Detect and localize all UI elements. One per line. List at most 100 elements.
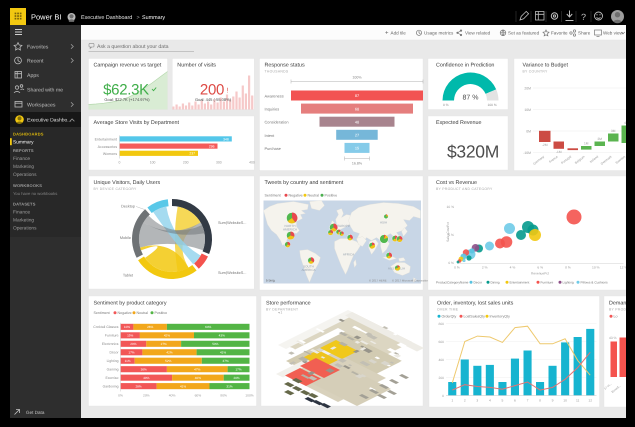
- svg-text:Tweets by country and sentimen: Tweets by country and sentiment: [265, 180, 344, 186]
- svg-text:20M: 20M: [524, 87, 531, 91]
- svg-text:AFRICA: AFRICA: [343, 253, 355, 257]
- svg-text:Usage metrics: Usage metrics: [424, 31, 454, 36]
- svg-text:$320M: $320M: [447, 142, 499, 162]
- svg-text:17%: 17%: [128, 351, 134, 355]
- svg-text:28%: 28%: [135, 384, 141, 388]
- svg-text:20%: 20%: [233, 376, 239, 380]
- svg-text:Expected Revenue: Expected Revenue: [436, 120, 482, 126]
- svg-text:Finance: Finance: [13, 210, 30, 216]
- svg-text:100 %: 100 %: [488, 103, 497, 107]
- svg-text:Share: Share: [578, 31, 591, 36]
- svg-text:NORTH: NORTH: [285, 224, 296, 228]
- svg-text:Mobile: Mobile: [120, 236, 131, 240]
- svg-text:0%: 0%: [118, 394, 123, 398]
- svg-text:7: 7: [527, 399, 529, 403]
- svg-text:296: 296: [209, 145, 215, 149]
- svg-text:Sentiment: Sentiment: [94, 311, 110, 315]
- svg-text:Tablet: Tablet: [123, 274, 134, 278]
- svg-text:15%: 15%: [127, 334, 133, 338]
- svg-text:600: 600: [438, 340, 444, 344]
- svg-text:41%: 41%: [220, 351, 226, 355]
- svg-text:11%: 11%: [125, 359, 131, 363]
- svg-text:Set as featured: Set as featured: [508, 31, 540, 36]
- svg-text:27%: 27%: [161, 342, 167, 346]
- svg-text:Sweden: Sweden: [615, 155, 627, 165]
- svg-text:Ireland: Ireland: [589, 154, 599, 163]
- svg-text:237: 237: [189, 152, 195, 156]
- svg-text:Marketing: Marketing: [13, 164, 34, 170]
- svg-text:2 %: 2 %: [482, 266, 488, 270]
- svg-text:BY DEVICE CATEGORY: BY DEVICE CATEGORY: [94, 187, 138, 191]
- svg-text:42%: 42%: [164, 334, 170, 338]
- svg-text:View related: View related: [465, 31, 491, 36]
- svg-text:Variance to Budget: Variance to Budget: [523, 63, 569, 69]
- svg-text:9: 9: [552, 399, 554, 403]
- svg-text:Summary: Summary: [13, 140, 34, 146]
- svg-text:Desktop: Desktop: [121, 205, 135, 209]
- svg-text:Inquiries: Inquiries: [265, 107, 280, 112]
- svg-text:+: +: [385, 31, 389, 37]
- svg-text:Pillows & Cushions: Pillows & Cushions: [581, 281, 609, 285]
- svg-text:Summary: Summary: [142, 15, 165, 21]
- svg-text:100: 100: [150, 161, 156, 165]
- svg-text:THOUSANDS: THOUSANDS: [265, 70, 289, 74]
- svg-text:Entertainment: Entertainment: [510, 281, 530, 285]
- svg-text:10M: 10M: [524, 108, 531, 112]
- svg-text:5: 5: [502, 399, 504, 403]
- svg-text:100%: 100%: [352, 76, 362, 80]
- svg-text:52%: 52%: [165, 359, 171, 363]
- svg-text:Portugal: Portugal: [560, 154, 572, 165]
- svg-text:6: 6: [514, 399, 516, 403]
- svg-text:Womens: Womens: [103, 152, 117, 156]
- svg-text:France: France: [548, 154, 558, 163]
- svg-text:Power BI: Power BI: [31, 13, 61, 22]
- svg-text:REPORTS: REPORTS: [13, 148, 34, 153]
- svg-text:27: 27: [355, 133, 359, 138]
- svg-text:Add tile: Add tile: [391, 31, 407, 36]
- svg-text:InventoryQty: InventoryQty: [490, 315, 511, 319]
- svg-text:RevenuePct: RevenuePct: [531, 272, 549, 276]
- svg-text:Workspaces: Workspaces: [27, 103, 56, 109]
- svg-text:200: 200: [200, 82, 224, 99]
- svg-text:1M: 1M: [584, 142, 589, 146]
- svg-text:Entertainment: Entertainment: [95, 138, 117, 142]
- svg-text:0M: 0M: [526, 130, 531, 134]
- svg-text:Boxed...: Boxed...: [611, 384, 622, 394]
- svg-text:SalesCostPct: SalesCostPct: [446, 222, 450, 242]
- svg-text:64%: 64%: [205, 325, 211, 329]
- svg-text:300: 300: [216, 161, 222, 165]
- svg-text:◂ 1: ◂ 1: [278, 311, 282, 315]
- svg-text:Positive: Positive: [155, 311, 168, 315]
- svg-text:WORKBOOKS: WORKBOOKS: [13, 183, 42, 188]
- svg-text:BY PRODUCT AND CATEGORY: BY PRODUCT AND CATEGORY: [436, 187, 493, 191]
- svg-text:Sum(WebsiteS...: Sum(WebsiteS...: [218, 221, 246, 225]
- svg-text:Cocktail Glasses: Cocktail Glasses: [93, 325, 119, 329]
- svg-text:Belgium: Belgium: [574, 154, 586, 164]
- svg-text:15: 15: [355, 146, 359, 151]
- svg-text:$62.3K: $62.3K: [103, 82, 149, 99]
- svg-text:Purchase: Purchase: [265, 146, 281, 151]
- svg-text:17%: 17%: [235, 367, 241, 371]
- svg-text:Intent: Intent: [265, 133, 276, 138]
- svg-text:4 %: 4 %: [510, 266, 516, 270]
- svg-text:Web view: Web view: [603, 31, 624, 36]
- svg-text:20%: 20%: [143, 394, 150, 398]
- svg-text:0 %: 0 %: [443, 103, 449, 107]
- svg-text:40%: 40%: [195, 376, 201, 380]
- svg-text:LostSalesQty: LostSalesQty: [464, 315, 486, 319]
- svg-text:87 %: 87 %: [463, 94, 479, 101]
- svg-text:0: 0: [442, 394, 444, 398]
- svg-text:?: ?: [581, 12, 586, 22]
- svg-text:Campaign revenue vs target: Campaign revenue vs target: [94, 63, 162, 69]
- svg-text:Germany: Germany: [532, 154, 545, 165]
- svg-text:b bing: b bing: [266, 279, 275, 283]
- svg-text:48: 48: [355, 119, 359, 124]
- svg-text:4: 4: [489, 399, 491, 403]
- svg-text:31%: 31%: [226, 384, 232, 388]
- svg-text:100%: 100%: [245, 394, 254, 398]
- svg-text:40%: 40%: [143, 376, 149, 380]
- svg-text:3: 3: [476, 399, 478, 403]
- svg-text:Ask a question about your data: Ask a question about your data: [97, 44, 169, 50]
- svg-text:-10M: -10M: [523, 151, 531, 155]
- svg-text:400: 400: [249, 161, 255, 165]
